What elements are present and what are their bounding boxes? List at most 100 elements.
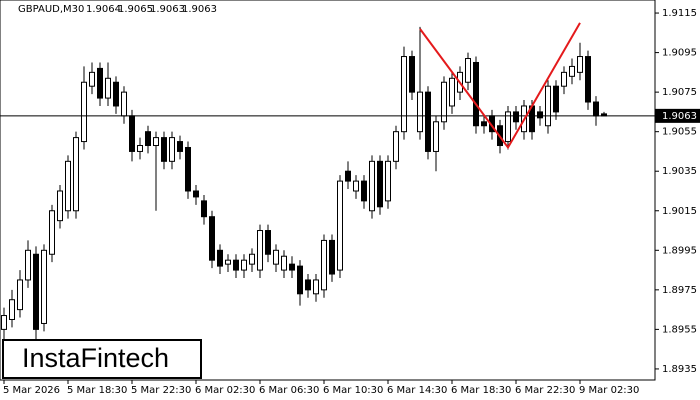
candle-body xyxy=(505,111,511,143)
candle-body xyxy=(377,160,383,208)
candle-body xyxy=(577,56,583,73)
ohlc-low: 1.9063 xyxy=(150,4,185,15)
y-tick-label: 1.8995 xyxy=(662,245,697,256)
candle-body xyxy=(81,81,87,143)
candle-body xyxy=(113,81,119,107)
candle-body xyxy=(209,216,215,261)
candle-body xyxy=(137,145,143,152)
candle-body xyxy=(273,249,279,265)
candle-body xyxy=(449,77,455,107)
candle-body xyxy=(425,91,431,152)
logo-box xyxy=(2,339,202,379)
candle-body xyxy=(337,180,343,271)
plot-frame xyxy=(0,0,656,381)
candle-body xyxy=(409,56,415,93)
candle-body xyxy=(201,200,207,218)
chart-title: GBPAUD,M30 xyxy=(18,4,84,15)
x-tick-label: 5 Mar 18:30 xyxy=(67,385,127,396)
last-price-label: 1.9063 xyxy=(662,111,697,122)
candle-body xyxy=(537,111,543,119)
candle-body xyxy=(513,111,519,123)
candle-body xyxy=(481,121,487,127)
candle-body xyxy=(9,299,15,321)
x-tick-label: 5 Mar 2026 xyxy=(3,385,60,396)
candle-body xyxy=(257,230,263,271)
x-tick-label: 6 Mar 02:30 xyxy=(195,385,255,396)
candle-body xyxy=(585,56,591,103)
candle-body xyxy=(33,253,39,330)
candle-body xyxy=(17,279,23,311)
x-tick-label: 6 Mar 14:30 xyxy=(387,385,447,396)
candle-body xyxy=(249,253,255,265)
candle-body xyxy=(305,279,311,291)
candle-body xyxy=(161,137,167,162)
candle-body xyxy=(329,239,335,275)
candle-body xyxy=(193,190,199,198)
candle-body xyxy=(361,180,367,202)
candle-body xyxy=(1,315,7,330)
candle-body xyxy=(49,210,55,255)
y-tick-label: 1.9075 xyxy=(662,87,697,98)
candle-body xyxy=(41,249,47,324)
candle-body xyxy=(217,249,223,267)
y-tick-label: 1.8935 xyxy=(662,364,697,375)
candle-body xyxy=(561,71,567,87)
candle-body xyxy=(281,255,287,271)
y-tick-label: 1.8955 xyxy=(662,324,697,335)
candle-body xyxy=(145,131,151,147)
pattern-line xyxy=(419,22,581,150)
candle-body xyxy=(105,77,111,99)
candle-body xyxy=(465,58,471,83)
candle-body xyxy=(121,91,127,117)
watermark: InstaFintech xyxy=(22,343,169,373)
candle-body xyxy=(353,180,359,192)
candle-body xyxy=(401,56,407,133)
y-tick-label: 1.9115 xyxy=(662,8,697,19)
candle-body xyxy=(129,115,135,152)
candle-body xyxy=(385,160,391,202)
y-tick-label: 1.9035 xyxy=(662,166,697,177)
candle-body xyxy=(545,85,551,127)
candle-body xyxy=(265,230,271,255)
y-tick-label: 1.9055 xyxy=(662,127,697,138)
y-tick-label: 1.9015 xyxy=(662,206,697,217)
candle-body xyxy=(393,131,399,162)
candle-body xyxy=(433,121,439,152)
x-tick-label: 6 Mar 06:30 xyxy=(259,385,319,396)
candle-body xyxy=(177,141,183,152)
x-tick-label: 5 Mar 22:30 xyxy=(131,385,191,396)
candle-body xyxy=(65,160,71,212)
x-tick-label: 6 Mar 22:30 xyxy=(515,385,575,396)
candle-body xyxy=(289,263,295,271)
candle-body xyxy=(345,170,351,182)
candle-body xyxy=(441,81,447,123)
candle-body xyxy=(169,137,175,162)
candle-body xyxy=(417,91,423,133)
x-tick-label: 6 Mar 18:30 xyxy=(451,385,511,396)
candle-body xyxy=(73,137,79,212)
candle-body xyxy=(185,146,191,192)
candle-body xyxy=(313,279,319,295)
ohlc-close: 1.9063 xyxy=(182,4,217,15)
candle-body xyxy=(569,65,575,77)
x-tick-label: 6 Mar 10:30 xyxy=(323,385,383,396)
last-price-box xyxy=(655,108,700,123)
candle-body xyxy=(241,259,247,271)
candle-body xyxy=(89,71,95,87)
candle-body xyxy=(297,265,303,295)
candle-body xyxy=(57,190,63,222)
candle-body xyxy=(225,259,231,265)
ohlc-open: 1.9064 xyxy=(86,4,121,15)
candle-body xyxy=(593,101,599,117)
candle-body xyxy=(153,137,159,147)
candle-body xyxy=(25,249,31,281)
candle-body xyxy=(369,160,375,212)
candle-body xyxy=(473,61,479,127)
x-tick-label: 9 Mar 02:30 xyxy=(579,385,639,396)
candle-body xyxy=(97,67,103,99)
candle-body xyxy=(321,239,327,291)
y-tick-label: 1.9095 xyxy=(662,48,697,59)
candle-body xyxy=(233,259,239,271)
y-tick-label: 1.8975 xyxy=(662,285,697,296)
